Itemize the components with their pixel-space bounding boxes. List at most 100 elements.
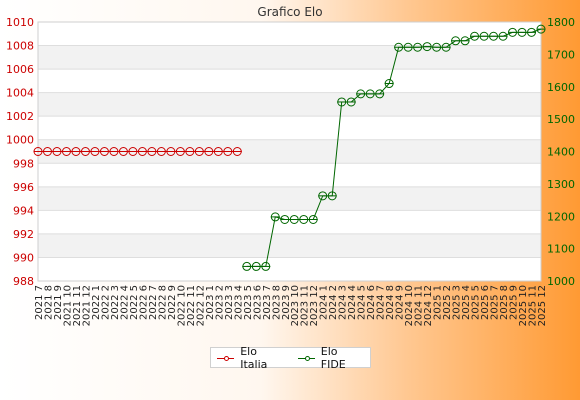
grid-band	[38, 163, 541, 187]
y-left-tick-label: 1004	[6, 87, 34, 100]
data-point[interactable]	[52, 147, 62, 156]
data-point[interactable]	[71, 147, 81, 156]
data-point[interactable]	[61, 147, 71, 156]
x-tick-label: 2022 11	[186, 285, 197, 326]
x-tick-label: 2022 4	[119, 285, 130, 320]
data-point[interactable]	[280, 214, 290, 224]
data-point[interactable]	[356, 89, 366, 99]
data-point[interactable]	[42, 147, 52, 156]
x-tick-label: 2022 12	[195, 285, 206, 326]
x-tick-label: 2022 7	[148, 285, 159, 320]
data-point[interactable]	[99, 147, 109, 156]
data-point[interactable]	[156, 147, 166, 156]
data-point[interactable]	[536, 24, 546, 34]
x-tick-label: 2025 8	[499, 285, 510, 320]
data-point[interactable]	[261, 261, 271, 271]
data-point[interactable]	[375, 89, 385, 99]
x-tick-label: 2021 10	[62, 285, 73, 326]
y-right-axis: 1000 1100 1200 1300 1400 1500 1600 1700 1800	[547, 16, 575, 288]
x-tick-label: 2022 6	[138, 285, 149, 320]
data-point[interactable]	[498, 31, 508, 41]
data-point[interactable]	[80, 147, 90, 156]
data-point[interactable]	[517, 27, 527, 37]
data-point[interactable]	[527, 27, 537, 37]
data-point[interactable]	[318, 191, 328, 201]
data-point[interactable]	[470, 31, 480, 41]
x-tick-label: 2025 3	[452, 285, 463, 320]
data-point[interactable]	[441, 42, 451, 52]
x-tick-label: 2025 5	[471, 285, 482, 320]
data-point[interactable]	[460, 36, 470, 46]
data-point[interactable]	[299, 214, 309, 224]
y-left-tick-label: 992	[13, 228, 34, 241]
y-left-tick-label: 1010	[6, 16, 34, 29]
x-tick-label: 2025 1	[433, 285, 444, 320]
x-tick-label: 2022 9	[167, 285, 178, 320]
x-tick-label: 2023 3	[224, 285, 235, 320]
x-tick-label: 2024 11	[414, 285, 425, 326]
data-point[interactable]	[346, 97, 356, 107]
grid-band	[38, 233, 541, 258]
data-point[interactable]	[422, 42, 432, 52]
y-right-tick-label: 1500	[547, 113, 575, 126]
data-point[interactable]	[394, 42, 404, 52]
x-tick-label: 2025 12	[537, 285, 548, 326]
data-point[interactable]	[413, 42, 423, 52]
data-point[interactable]	[90, 147, 100, 156]
y-right-tick-label: 1200	[547, 210, 575, 223]
data-point[interactable]	[337, 97, 347, 107]
data-point[interactable]	[33, 147, 43, 156]
data-point[interactable]	[489, 31, 499, 41]
data-point[interactable]	[432, 42, 442, 52]
data-point[interactable]	[147, 147, 157, 156]
data-point[interactable]	[451, 36, 461, 46]
data-point[interactable]	[270, 212, 280, 222]
x-tick-label: 2025 6	[480, 285, 491, 320]
x-tick-label: 2022 3	[110, 285, 121, 320]
data-point[interactable]	[479, 31, 489, 41]
data-point[interactable]	[204, 147, 214, 156]
data-point[interactable]	[185, 147, 195, 156]
data-point[interactable]	[403, 42, 413, 52]
data-point[interactable]	[384, 79, 394, 89]
grid-band	[38, 210, 541, 234]
x-tick-label: 2024 1	[319, 285, 330, 320]
legend-label-elo-fide: Elo FIDE	[320, 344, 346, 371]
data-point[interactable]	[289, 214, 299, 224]
data-point[interactable]	[194, 147, 204, 156]
legend-item-elo-fide[interactable]: Elo FIDE	[297, 344, 364, 371]
data-point[interactable]	[327, 191, 337, 201]
data-point[interactable]	[365, 89, 375, 99]
chart-title: Grafico Elo	[257, 5, 322, 19]
grid-band	[38, 92, 541, 117]
data-point[interactable]	[213, 147, 223, 156]
data-point[interactable]	[308, 214, 318, 224]
legend-item-elo-italia[interactable]: Elo Italia	[217, 345, 286, 371]
data-point[interactable]	[128, 147, 138, 156]
y-left-tick-label: 996	[13, 181, 34, 194]
data-point[interactable]	[166, 147, 176, 156]
y-left-axis: 988 990 992 994 996 998 1000 1002 1004 1006 1008 10…	[6, 16, 34, 288]
x-tick-label: 2024 3	[338, 285, 349, 320]
x-tick-label: 2021 7	[34, 285, 45, 320]
data-point[interactable]	[223, 147, 233, 156]
x-tick-label: 2023 7	[262, 285, 273, 320]
data-point[interactable]	[251, 261, 261, 271]
x-tick-label: 2023 5	[243, 285, 254, 320]
x-tick-label: 2024 4	[347, 285, 358, 320]
x-tick-label: 2024 9	[395, 285, 406, 320]
data-point[interactable]	[118, 147, 128, 156]
y-left-tick-label: 1002	[6, 110, 34, 123]
data-point[interactable]	[242, 261, 252, 271]
grid-bands	[38, 22, 541, 281]
data-point[interactable]	[508, 27, 518, 37]
data-point[interactable]	[175, 147, 185, 156]
y-left-tick-label: 988	[13, 275, 34, 288]
data-point[interactable]	[137, 147, 147, 156]
data-point[interactable]	[109, 147, 119, 156]
x-tick-label: 2023 11	[300, 285, 311, 326]
data-point[interactable]	[232, 147, 242, 156]
x-tick-label: 2025 7	[490, 285, 501, 320]
